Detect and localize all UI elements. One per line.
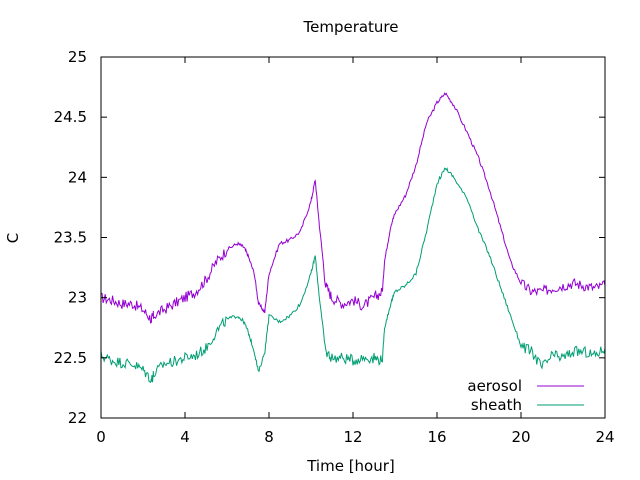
chart-title: Temperature <box>302 18 398 36</box>
y-tick-label: 23 <box>68 289 87 307</box>
series-layer <box>100 92 606 384</box>
series-line-sheath <box>100 167 606 384</box>
y-tick-label: 24 <box>68 168 87 186</box>
y-tick-label: 25 <box>68 48 87 66</box>
x-axis-label: Time [hour] <box>306 457 395 475</box>
ticks-layer: 0 4 8 12 16 20 24 22 22.5 23 23.5 24 24.5 25 <box>54 48 615 446</box>
series-line-aerosol <box>100 92 606 324</box>
x-tick-label: 20 <box>511 428 530 446</box>
legend-label-sheath: sheath <box>471 396 522 414</box>
legend-label-aerosol: aerosol <box>467 377 522 395</box>
y-tick-label: 23.5 <box>54 229 87 247</box>
x-tick-label: 4 <box>180 428 190 446</box>
y-axis-label: C <box>4 233 22 243</box>
y-tick-label: 24.5 <box>54 108 87 126</box>
y-tick-label: 22.5 <box>54 349 87 367</box>
x-tick-label: 24 <box>595 428 614 446</box>
y-tick-label: 22 <box>68 409 87 427</box>
x-tick-label: 12 <box>343 428 362 446</box>
plot-frame <box>100 56 606 419</box>
x-tick-label: 0 <box>96 428 106 446</box>
x-tick-label: 16 <box>427 428 446 446</box>
x-tick-label: 8 <box>264 428 274 446</box>
